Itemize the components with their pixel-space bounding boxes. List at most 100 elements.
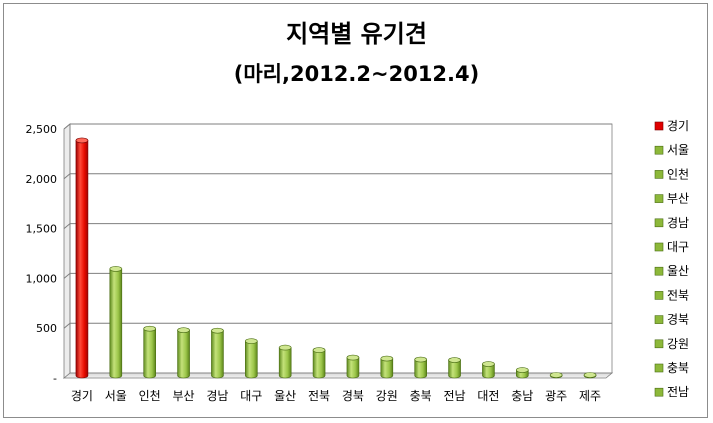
bar-body (448, 359, 461, 379)
bar-body (75, 140, 89, 379)
bar-top (448, 357, 461, 363)
bar-body (245, 340, 258, 379)
gridline-depth (63, 123, 71, 130)
y-tick-label: 2,500 (26, 123, 58, 136)
legend-swatch (654, 363, 664, 373)
bar-body (380, 358, 394, 379)
bar (109, 266, 123, 379)
legend-label: 경남 (667, 216, 689, 230)
bar-top (143, 325, 156, 332)
x-tick-label: 울산 (274, 389, 296, 403)
x-tick-label: 부산 (173, 389, 195, 403)
plot-wall (70, 124, 612, 373)
legend-label: 대구 (667, 240, 689, 254)
bar (482, 361, 495, 379)
y-tick-label: 2,000 (26, 173, 58, 186)
bar-top (312, 347, 326, 353)
gridline-depth (63, 322, 71, 329)
bar (245, 338, 258, 379)
x-tick-label: 서울 (105, 389, 127, 403)
legend-label: 전남 (667, 385, 689, 399)
bar (549, 372, 563, 379)
bar-body (211, 330, 224, 379)
legend-item: 서울 (654, 143, 689, 157)
legend-item: 울산 (654, 264, 689, 278)
chart-subtitle: (마리,2012.2~2012.4) (233, 62, 480, 86)
x-tick-label: 전북 (308, 389, 330, 403)
x-tick-label: 대전 (477, 389, 499, 403)
legend-label: 경기 (667, 119, 689, 133)
legend-swatch (654, 170, 664, 179)
bar (346, 354, 360, 379)
legend-label: 경북 (667, 313, 689, 327)
legend-swatch (654, 218, 664, 228)
plot-wall-border (69, 123, 613, 374)
legend-item: 대구 (654, 240, 689, 254)
legend-item: 경남 (654, 216, 689, 230)
x-tick-label: 충북 (410, 389, 432, 403)
legend-item: 부산 (654, 192, 689, 206)
legend-swatch (654, 242, 664, 252)
x-tick-label: 충남 (511, 389, 533, 403)
legend-label: 인천 (667, 166, 689, 181)
legend-item: 강원 (654, 337, 689, 351)
bar-top (278, 344, 292, 351)
legend-item: 충북 (654, 361, 689, 375)
x-tick-label: 인천 (139, 388, 161, 403)
x-tick-label: 강원 (376, 389, 398, 403)
legend-swatch (654, 266, 664, 276)
legend-label: 부산 (667, 192, 689, 206)
gridline-depth (63, 273, 71, 279)
bar-top (75, 137, 89, 144)
y-tick-label: 500 (36, 322, 57, 335)
legend-label: 충북 (667, 361, 689, 375)
bar-top (583, 372, 597, 378)
bar-top (177, 327, 190, 333)
bar-body (143, 328, 156, 379)
gridline-depth (63, 223, 71, 229)
bar (312, 347, 326, 379)
legend-item: 인천 (654, 166, 689, 181)
legend-item: 전북 (654, 288, 689, 302)
x-tick-label: 광주 (545, 389, 567, 403)
bar-top (346, 354, 360, 361)
legend-swatch (654, 315, 664, 324)
bar (448, 357, 461, 379)
gridline-depth (63, 173, 71, 180)
chart-title: 지역별 유기견 (286, 20, 427, 48)
bar (414, 356, 427, 379)
bar-body (109, 268, 123, 379)
plot-side-wall (63, 123, 71, 379)
bar-body (346, 357, 360, 379)
legend-item: 전남 (654, 385, 689, 399)
legend-label: 서울 (667, 143, 689, 157)
bar (278, 344, 292, 379)
legend-label: 강원 (667, 337, 689, 351)
legend-swatch (654, 194, 664, 203)
bar-top (109, 266, 123, 272)
bar-body (414, 359, 427, 379)
bar-top (414, 356, 427, 363)
legend-swatch (654, 145, 664, 155)
bar (75, 137, 89, 379)
y-tick-label: - (53, 372, 57, 385)
x-tick-label: 전남 (444, 389, 466, 403)
bar-top (211, 327, 224, 334)
x-tick-label: 경남 (206, 389, 228, 403)
legend-swatch (654, 339, 664, 349)
bar (583, 372, 597, 379)
bar-top (380, 355, 394, 362)
x-tick-label: 대구 (240, 389, 262, 403)
bar (211, 327, 224, 379)
legend-swatch (654, 291, 664, 300)
y-tick-label: 1,500 (26, 223, 58, 236)
bar-top (549, 372, 563, 378)
bar (143, 325, 156, 379)
legend-label: 울산 (667, 264, 689, 278)
bar (177, 327, 190, 379)
bar (380, 355, 394, 379)
bar-body (177, 329, 190, 379)
bar-body (278, 347, 292, 379)
x-tick-label: 제주 (579, 389, 601, 403)
